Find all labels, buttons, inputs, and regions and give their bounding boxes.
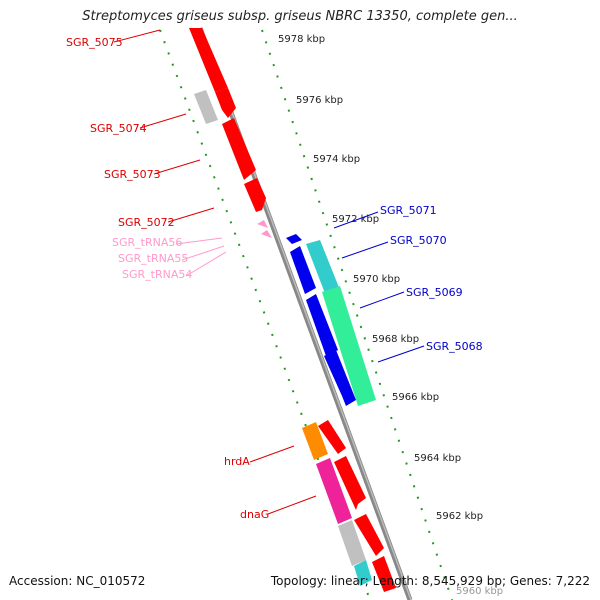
accession-label: Accession: NC_010572 <box>9 574 146 588</box>
tick-label: 5970 kbp <box>353 274 400 285</box>
tick-label: 5968 kbp <box>372 334 419 345</box>
gene-label-sgr-5069[interactable]: SGR_5069 <box>406 286 463 299</box>
right-gene-labels: SGR_5071 SGR_5070 SGR_5069 SGR_5068 <box>333 204 483 363</box>
tick-label: 5972 kbp <box>332 214 379 225</box>
right-dotted-guide <box>261 29 453 600</box>
gene-sgr-5073[interactable] <box>222 118 256 180</box>
gene-dnag[interactable] <box>316 458 352 524</box>
gene-label-trna-54[interactable]: SGR_tRNA54 <box>122 268 192 281</box>
gene-red-2[interactable] <box>334 456 366 510</box>
sequence-axis <box>197 27 413 600</box>
tick-label: 5962 kbp <box>436 511 483 522</box>
tick-label: 5976 kbp <box>296 95 343 106</box>
gene-sgr-5071[interactable] <box>286 234 302 244</box>
gene-sgr-5074[interactable] <box>215 88 236 118</box>
lower-genes <box>302 420 396 592</box>
gene-label-sgr-5068[interactable]: SGR_5068 <box>426 340 483 353</box>
gene-label-sgr-5071[interactable]: SGR_5071 <box>380 204 437 217</box>
sequence-axis-highlight <box>200 27 412 600</box>
gene-sgr-5068[interactable] <box>324 350 356 406</box>
reverse-genes <box>286 234 376 406</box>
gene-sgr-5070-a[interactable] <box>290 246 316 294</box>
gene-label-trna-56[interactable]: SGR_tRNA56 <box>112 236 182 249</box>
gene-label-hrda[interactable]: hrdA <box>224 455 250 468</box>
gene-label-sgr-5072[interactable]: SGR_5072 <box>118 216 175 229</box>
gene-label-sgr-5075[interactable]: SGR_5075 <box>66 36 123 49</box>
tick-label: 5960 kbp <box>456 586 503 597</box>
gene-red-1[interactable] <box>318 420 346 454</box>
tick-label: 5974 kbp <box>313 154 360 165</box>
gene-label-sgr-5070[interactable]: SGR_5070 <box>390 234 447 247</box>
gene-label-sgr-5073[interactable]: SGR_5073 <box>104 168 161 181</box>
gene-sgr-5075[interactable] <box>189 28 228 92</box>
gene-sgr-5069-a[interactable] <box>306 294 338 356</box>
gene-grey-2[interactable] <box>338 520 366 566</box>
gene-label-trna-55[interactable]: SGR_tRNA55 <box>118 252 188 265</box>
tick-label: 5966 kbp <box>392 392 439 403</box>
gene-label-dnag[interactable]: dnaG <box>240 508 269 521</box>
gene-sgr-5072[interactable] <box>244 178 266 212</box>
gene-red-3[interactable] <box>354 514 384 556</box>
tick-label: 5964 kbp <box>414 453 461 464</box>
gene-sgr-5070-b[interactable] <box>306 240 340 296</box>
gene-cyan-2[interactable] <box>354 560 372 586</box>
tick-label: 5978 kbp <box>278 34 325 45</box>
left-gene-labels: SGR_5075 SGR_5074 SGR_5073 SGR_5072 SGR_… <box>66 29 317 521</box>
gene-red-4[interactable] <box>372 556 396 592</box>
gene-hrda[interactable] <box>302 422 328 460</box>
gene-label-sgr-5074[interactable]: SGR_5074 <box>90 122 147 135</box>
gene-trna-55[interactable] <box>261 230 272 238</box>
genome-summary: Topology: linear; Length: 8,545,929 bp; … <box>270 574 590 588</box>
gene-sgr-5069-b[interactable] <box>322 286 376 406</box>
forward-genes <box>189 28 272 238</box>
scale-ticks: 5978 kbp 5976 kbp 5974 kbp 5972 kbp 5970… <box>278 34 503 597</box>
gene-sgr-5074-grey[interactable] <box>194 90 218 124</box>
gene-trna-56[interactable] <box>257 220 268 228</box>
map-title: Streptomyces griseus subsp. griseus NBRC… <box>82 9 518 24</box>
